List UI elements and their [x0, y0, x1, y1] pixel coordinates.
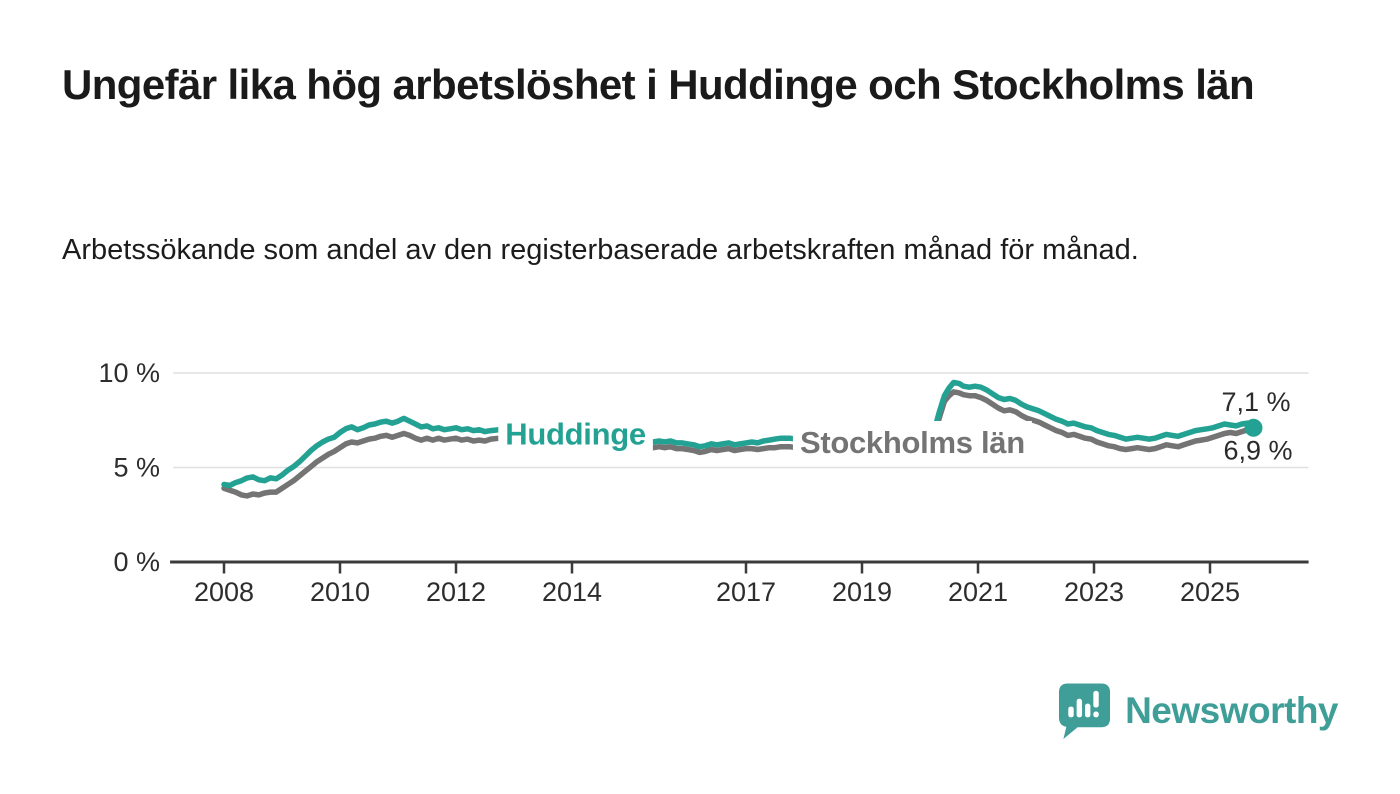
exclamation-dot — [1093, 711, 1099, 718]
series-label-bg — [498, 412, 653, 456]
x-tick-label-2012: 2012 — [426, 577, 486, 607]
x-tick-label-2008: 2008 — [194, 577, 254, 607]
x-tick-label-2019: 2019 — [832, 577, 892, 607]
bar-1 — [1068, 706, 1074, 718]
x-tick-label-2021: 2021 — [948, 577, 1008, 607]
x-tick-label-2025: 2025 — [1180, 577, 1240, 607]
y-tick-label-10pct: 10 % — [98, 358, 160, 388]
newsworthy-brand: Newsworthy — [1057, 682, 1338, 740]
newsworthy-logo-icon — [1059, 683, 1111, 739]
series-label-huddinge: Huddinge — [505, 416, 646, 451]
y-tick-label-5pct: 5 % — [113, 453, 160, 483]
y-tick-label-0pct: 0 % — [113, 547, 160, 577]
chart-title: Ungefär lika hög arbetslöshet i Huddinge… — [62, 61, 1255, 108]
bar-3 — [1085, 703, 1091, 718]
line-huddinge — [221, 379, 1257, 489]
end-marker-dot — [1244, 418, 1263, 437]
newsworthy-wordmark: Newsworthy — [1125, 690, 1338, 731]
x-tick-label-2023: 2023 — [1064, 577, 1124, 607]
x-tick-label-2017: 2017 — [716, 577, 776, 607]
x-tick-label-2010: 2010 — [310, 577, 370, 607]
speech-bubble-shape — [1059, 683, 1111, 739]
series-label-bg — [792, 420, 1032, 464]
bar-2 — [1076, 698, 1083, 718]
chart-subtitle: Arbetssökande som andel av den registerb… — [62, 234, 1139, 266]
exclamation-stem — [1093, 690, 1099, 708]
end-value-label-stockholms-lan: 6,9 % — [1223, 436, 1292, 466]
series-label-stockholms-län: Stockholms län — [800, 425, 1025, 460]
line-stockholms-län — [221, 389, 1257, 499]
end-value-label-huddinge: 7,1 % — [1221, 387, 1290, 417]
x-tick-label-2014: 2014 — [542, 577, 602, 607]
